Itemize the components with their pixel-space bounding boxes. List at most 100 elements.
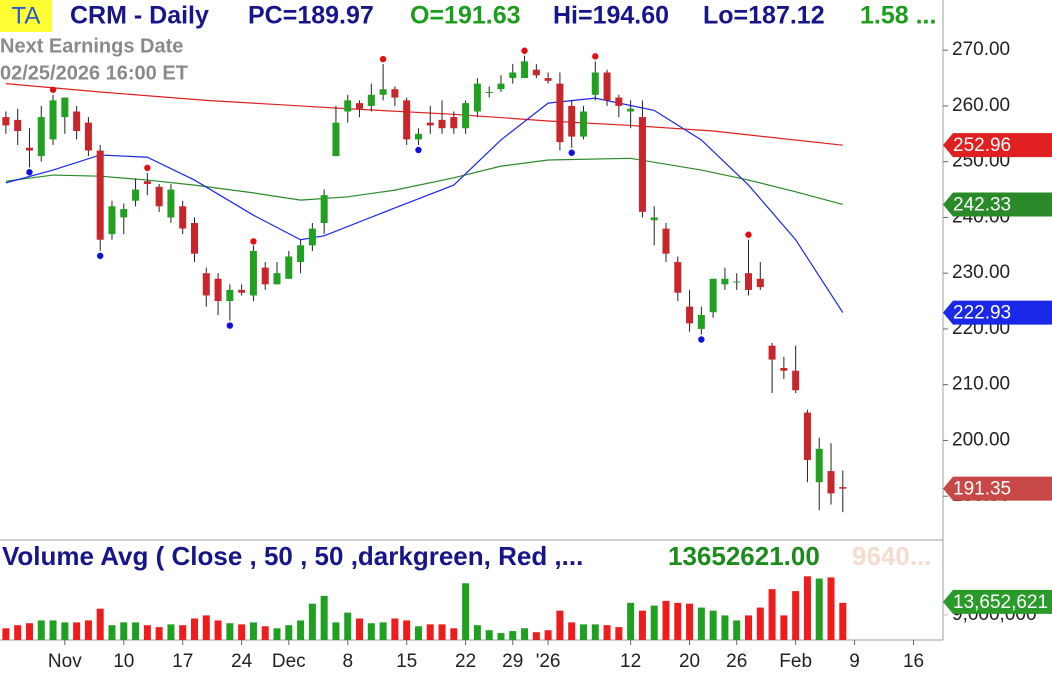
candle-body	[414, 133, 422, 140]
candle-body	[285, 256, 293, 279]
candle-body	[202, 273, 210, 296]
close-tag: 191.35	[953, 479, 1011, 500]
volume-bar	[143, 625, 151, 640]
earnings-note: 02/25/2026 16:00 ET	[0, 62, 188, 84]
y-tick-label: 270.00	[952, 39, 1010, 60]
candle-body	[403, 100, 411, 140]
volume-bar	[745, 615, 753, 640]
volume-bar	[792, 591, 800, 640]
volume-bar	[815, 578, 823, 640]
volume-avg-tag-box	[943, 589, 1052, 614]
volume-bar	[391, 618, 399, 640]
candle-body	[438, 119, 446, 129]
volume-bar	[179, 625, 187, 640]
candle-body	[733, 281, 741, 283]
volume-bar	[438, 624, 446, 640]
volume-bar	[49, 620, 57, 640]
volume-bar	[297, 620, 305, 640]
candle-body	[709, 278, 717, 313]
pivot-dot	[26, 169, 33, 176]
volume-bar	[308, 603, 316, 640]
candle-body	[179, 206, 187, 229]
volume-bar	[96, 608, 104, 640]
candle-body	[379, 89, 387, 95]
volume-bar	[132, 622, 140, 640]
candle-body	[2, 117, 10, 126]
volume-bar	[120, 622, 128, 640]
ma-tag: 252.96	[953, 135, 1011, 156]
volume-bar	[14, 625, 22, 640]
candle-body	[745, 273, 753, 290]
candle-body	[579, 111, 587, 137]
moving-average	[5, 157, 843, 206]
volume-bar	[356, 618, 364, 640]
volume-bar	[367, 623, 375, 640]
ma-tag-box	[943, 133, 1052, 158]
candle-body	[320, 195, 328, 224]
pivot-dot	[144, 164, 151, 172]
candle-body	[839, 487, 847, 489]
x-tick-label: '26	[536, 651, 561, 672]
volume-avg-tag: 13,652,621	[953, 592, 1048, 613]
volume-bar	[2, 628, 10, 640]
volume-bar	[686, 603, 694, 640]
candle-body	[261, 267, 269, 285]
candle-body	[96, 150, 104, 240]
volume-bar	[61, 622, 69, 640]
candle-body	[273, 273, 281, 285]
candle-body	[84, 122, 92, 151]
pivot-dot	[698, 336, 705, 343]
volume-bar	[603, 625, 611, 640]
x-tick-label: 10	[113, 651, 134, 672]
volume-bar	[462, 583, 470, 640]
pivot-dot	[568, 149, 575, 156]
candle-body	[697, 314, 705, 329]
volume-bar	[780, 615, 788, 640]
candle-body	[815, 448, 823, 483]
volume-bar	[403, 620, 411, 640]
quote-stat: O=191.63	[410, 2, 521, 30]
candle-body	[73, 111, 81, 132]
volume-bar	[190, 618, 198, 640]
volume-bar	[261, 626, 269, 640]
volume-bar	[579, 624, 587, 640]
candle-body	[603, 72, 611, 101]
candle-body	[591, 72, 599, 95]
volume-bar	[167, 624, 175, 640]
x-tick-label: 29	[502, 651, 523, 672]
volume-bar	[414, 626, 422, 640]
volume-bar	[721, 615, 729, 640]
chart-title: CRM - Daily	[70, 2, 209, 30]
candle-body	[155, 186, 163, 207]
candle-body	[49, 100, 57, 140]
candle-body	[544, 78, 552, 81]
candle-body	[108, 206, 116, 235]
candle-body	[462, 103, 470, 129]
candle-body	[615, 97, 623, 106]
volume-bar	[379, 622, 387, 640]
volume-bar	[155, 627, 163, 640]
candle-body	[450, 117, 458, 129]
candle-body	[14, 119, 22, 132]
candle-body	[473, 83, 481, 112]
volume-bar	[556, 610, 564, 640]
volume-bar	[697, 607, 705, 640]
volume-avg-value: 13652621.00	[668, 541, 820, 571]
pivot-dot	[745, 231, 752, 238]
volume-bar	[591, 624, 599, 640]
quote-stat: PC=189.97	[248, 2, 374, 30]
candle-body	[568, 105, 576, 137]
pivot-dot	[521, 47, 528, 54]
volume-bar	[521, 628, 529, 640]
volume-bar	[344, 612, 352, 640]
candle-body	[249, 250, 257, 296]
candle-body	[721, 278, 729, 285]
x-tick-label: Dec	[272, 651, 306, 672]
candle-body	[37, 117, 45, 157]
volume-bar	[674, 602, 682, 640]
x-tick-label: 26	[726, 651, 747, 672]
candle-body	[792, 370, 800, 391]
candle-body	[662, 228, 670, 254]
candle-body	[332, 122, 340, 157]
volume-bar	[273, 628, 281, 640]
